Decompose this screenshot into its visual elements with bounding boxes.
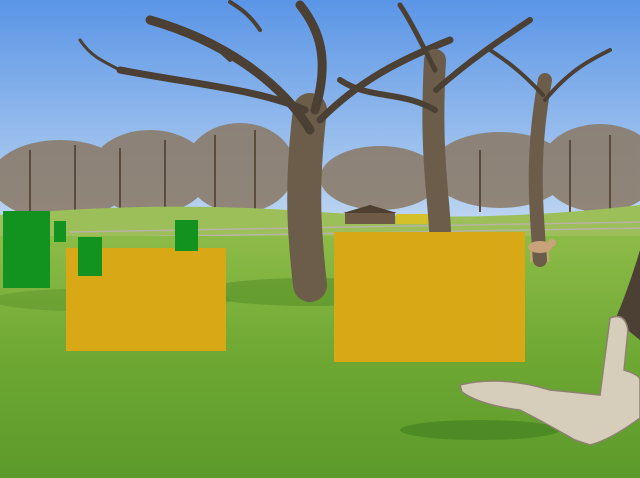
distant-building <box>345 212 395 224</box>
green-block-large <box>3 211 50 288</box>
green-block-small-3 <box>175 220 198 251</box>
distant-trunks <box>29 130 611 212</box>
green-block-small-1 <box>54 221 66 242</box>
far-right-tree <box>488 48 612 267</box>
grazing-animal <box>528 239 556 262</box>
large-oak-tree <box>78 0 454 302</box>
green-block-small-2 <box>78 237 102 276</box>
distant-vehicle <box>396 214 432 224</box>
right-oak-tree <box>337 2 533 241</box>
amber-block-center <box>334 232 525 362</box>
